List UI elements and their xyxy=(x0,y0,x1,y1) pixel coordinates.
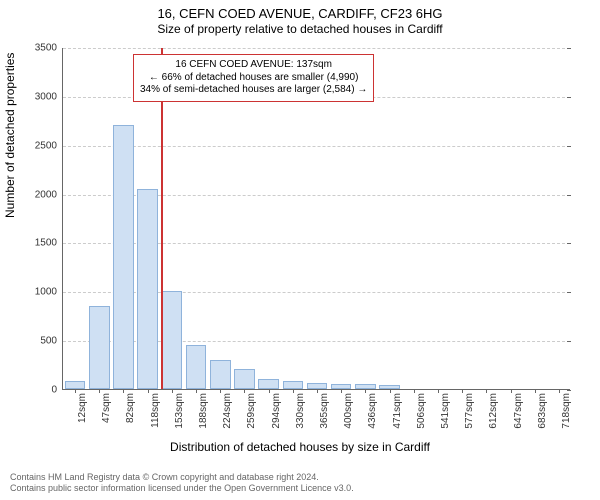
histogram-bar xyxy=(65,381,86,389)
y-tick-mark xyxy=(567,195,571,196)
x-tick-label: 647sqm xyxy=(511,389,524,429)
x-tick-label: 224sqm xyxy=(220,389,233,429)
x-tick-label: 471sqm xyxy=(390,389,403,429)
histogram-bar xyxy=(113,125,134,389)
y-tick-label: 2000 xyxy=(35,189,63,200)
gridline xyxy=(63,146,570,147)
x-tick-mark xyxy=(317,389,318,393)
histogram-bar xyxy=(162,291,183,389)
histogram-bar xyxy=(210,360,231,389)
x-tick-label: 294sqm xyxy=(269,389,282,429)
x-tick-mark xyxy=(414,389,415,393)
chart-subtitle: Size of property relative to detached ho… xyxy=(0,22,600,38)
x-tick-label: 82sqm xyxy=(123,389,136,423)
histogram-bar xyxy=(234,369,255,389)
x-tick-mark xyxy=(99,389,100,393)
y-tick-label: 3000 xyxy=(35,91,63,102)
x-tick-mark xyxy=(220,389,221,393)
x-tick-mark xyxy=(148,389,149,393)
x-tick-mark xyxy=(365,389,366,393)
x-tick-label: 400sqm xyxy=(341,389,354,429)
x-tick-label: 436sqm xyxy=(365,389,378,429)
x-tick-label: 718sqm xyxy=(559,389,572,429)
x-tick-mark xyxy=(293,389,294,393)
x-tick-label: 577sqm xyxy=(462,389,475,429)
footer-line1: Contains HM Land Registry data © Crown c… xyxy=(10,472,354,483)
footer-text: Contains HM Land Registry data © Crown c… xyxy=(10,472,354,494)
x-tick-label: 612sqm xyxy=(486,389,499,429)
x-tick-label: 12sqm xyxy=(75,389,88,423)
y-tick-mark xyxy=(567,97,571,98)
x-tick-mark xyxy=(172,389,173,393)
x-tick-mark xyxy=(511,389,512,393)
gridline xyxy=(63,48,570,49)
histogram-bar xyxy=(89,306,110,389)
plot-area: 050010001500200025003000350012sqm47sqm82… xyxy=(62,48,570,390)
x-tick-label: 118sqm xyxy=(148,389,161,428)
y-tick-label: 2500 xyxy=(35,140,63,151)
x-tick-label: 506sqm xyxy=(414,389,427,429)
histogram-bar xyxy=(137,189,158,389)
x-tick-mark xyxy=(390,389,391,393)
histogram-bar xyxy=(186,345,207,389)
x-tick-mark xyxy=(535,389,536,393)
x-tick-mark xyxy=(244,389,245,393)
y-axis-label: Number of detached properties xyxy=(3,53,17,218)
y-tick-mark xyxy=(567,243,571,244)
chart-container: 16, CEFN COED AVENUE, CARDIFF, CF23 6HG … xyxy=(0,0,600,500)
x-tick-label: 541sqm xyxy=(438,389,451,429)
y-tick-mark xyxy=(567,292,571,293)
annotation-line2: ← 66% of detached houses are smaller (4,… xyxy=(140,72,367,85)
y-tick-mark xyxy=(567,341,571,342)
y-tick-mark xyxy=(567,146,571,147)
x-tick-mark xyxy=(269,389,270,393)
annotation-box: 16 CEFN COED AVENUE: 137sqm ← 66% of det… xyxy=(133,54,374,102)
y-tick-label: 1000 xyxy=(35,287,63,298)
y-tick-label: 1500 xyxy=(35,238,63,249)
x-tick-label: 259sqm xyxy=(244,389,257,429)
footer-line2: Contains public sector information licen… xyxy=(10,483,354,494)
x-tick-mark xyxy=(341,389,342,393)
x-tick-label: 683sqm xyxy=(535,389,548,429)
x-tick-mark xyxy=(462,389,463,393)
x-tick-mark xyxy=(123,389,124,393)
x-tick-label: 365sqm xyxy=(317,389,330,429)
x-tick-mark xyxy=(75,389,76,393)
x-tick-label: 153sqm xyxy=(172,389,185,429)
y-tick-label: 3500 xyxy=(35,43,63,54)
histogram-bar xyxy=(258,379,279,389)
x-tick-label: 47sqm xyxy=(99,389,112,423)
x-tick-label: 330sqm xyxy=(293,389,306,429)
x-tick-mark xyxy=(438,389,439,393)
x-tick-mark xyxy=(196,389,197,393)
x-axis-label: Distribution of detached houses by size … xyxy=(0,440,600,454)
y-tick-mark xyxy=(567,48,571,49)
y-tick-label: 500 xyxy=(40,336,63,347)
x-tick-mark xyxy=(486,389,487,393)
chart-title: 16, CEFN COED AVENUE, CARDIFF, CF23 6HG xyxy=(0,0,600,22)
histogram-bar xyxy=(283,381,304,389)
x-tick-mark xyxy=(559,389,560,393)
y-tick-label: 0 xyxy=(51,385,63,396)
annotation-line3: 34% of semi-detached houses are larger (… xyxy=(140,84,367,97)
annotation-line1: 16 CEFN COED AVENUE: 137sqm xyxy=(140,59,367,72)
x-tick-label: 188sqm xyxy=(196,389,209,429)
